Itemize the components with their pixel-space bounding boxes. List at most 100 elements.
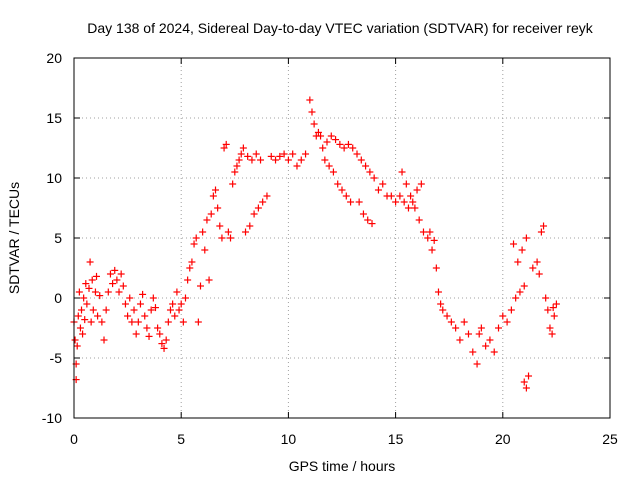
data-point: [342, 192, 350, 200]
data-point: [119, 282, 127, 290]
data-point: [128, 318, 136, 326]
data-point: [302, 150, 310, 158]
y-tick-label: 10: [46, 170, 62, 186]
data-point: [477, 324, 485, 332]
x-tick-label: 20: [495, 431, 511, 447]
data-points: [70, 96, 560, 392]
data-point: [139, 290, 147, 298]
data-point: [355, 198, 363, 206]
data-point: [124, 312, 132, 320]
data-point: [102, 306, 110, 314]
data-point: [308, 108, 316, 116]
data-point: [267, 152, 275, 160]
data-point: [464, 330, 472, 338]
data-point: [244, 152, 252, 160]
data-point: [424, 234, 432, 242]
data-point: [164, 318, 172, 326]
data-point: [332, 136, 340, 144]
data-point: [379, 180, 387, 188]
data-point: [91, 288, 99, 296]
data-point: [490, 348, 498, 356]
data-point: [212, 186, 220, 194]
data-point: [336, 140, 344, 148]
data-point: [437, 300, 445, 308]
data-point: [134, 318, 142, 326]
data-point: [224, 228, 232, 236]
data-point: [169, 300, 177, 308]
data-point: [289, 150, 297, 158]
data-point: [231, 168, 239, 176]
data-point: [344, 140, 352, 148]
data-point: [404, 204, 412, 212]
data-point: [143, 324, 151, 332]
data-point: [229, 180, 237, 188]
data-point: [115, 288, 123, 296]
data-point: [452, 324, 460, 332]
data-point: [214, 204, 222, 212]
data-point: [94, 312, 102, 320]
y-tick-label: -10: [42, 410, 62, 426]
data-point: [306, 96, 314, 104]
data-point: [546, 324, 554, 332]
data-point: [430, 236, 438, 244]
x-axis-label: GPS time / hours: [289, 458, 396, 474]
data-point: [93, 272, 101, 280]
y-tick-label: 15: [46, 110, 62, 126]
data-point: [179, 318, 187, 326]
data-point: [507, 306, 515, 314]
data-point: [171, 312, 179, 320]
data-point: [522, 234, 530, 242]
data-point: [177, 300, 185, 308]
data-point: [482, 342, 490, 350]
data-point: [443, 312, 451, 320]
data-point: [537, 228, 545, 236]
data-point: [370, 174, 378, 182]
data-point: [166, 306, 174, 314]
x-tick-label: 10: [281, 431, 297, 447]
data-point: [323, 138, 331, 146]
data-point: [512, 294, 520, 302]
data-point: [98, 318, 106, 326]
data-point: [544, 306, 552, 314]
data-point: [396, 192, 404, 200]
data-point: [411, 204, 419, 212]
data-point: [184, 276, 192, 284]
x-tick-label: 5: [177, 431, 185, 447]
data-point: [78, 306, 86, 314]
data-point: [89, 306, 97, 314]
data-point: [82, 280, 90, 288]
data-point: [415, 216, 423, 224]
data-point: [145, 332, 153, 340]
data-point: [83, 300, 91, 308]
data-point: [366, 168, 374, 176]
data-point: [347, 198, 355, 206]
data-point: [516, 288, 524, 296]
data-point: [284, 156, 292, 164]
data-point: [329, 168, 337, 176]
data-point: [156, 330, 164, 338]
data-point: [469, 348, 477, 356]
data-point: [272, 156, 280, 164]
data-point: [310, 120, 318, 128]
data-point: [100, 336, 108, 344]
data-point: [549, 304, 557, 312]
data-point: [533, 258, 541, 266]
data-point: [81, 316, 89, 324]
data-point: [340, 144, 348, 152]
data-point: [525, 372, 533, 380]
data-point: [439, 306, 447, 314]
data-point: [321, 156, 329, 164]
data-point: [495, 324, 503, 332]
data-point: [76, 324, 84, 332]
data-point: [88, 276, 96, 284]
data-point: [428, 246, 436, 254]
data-point: [158, 340, 166, 348]
data-point: [79, 330, 87, 338]
data-point: [552, 300, 560, 308]
data-point: [246, 222, 254, 230]
data-point: [475, 330, 483, 338]
data-point: [237, 150, 245, 158]
data-point: [222, 140, 230, 148]
y-tick-label: 5: [54, 230, 62, 246]
